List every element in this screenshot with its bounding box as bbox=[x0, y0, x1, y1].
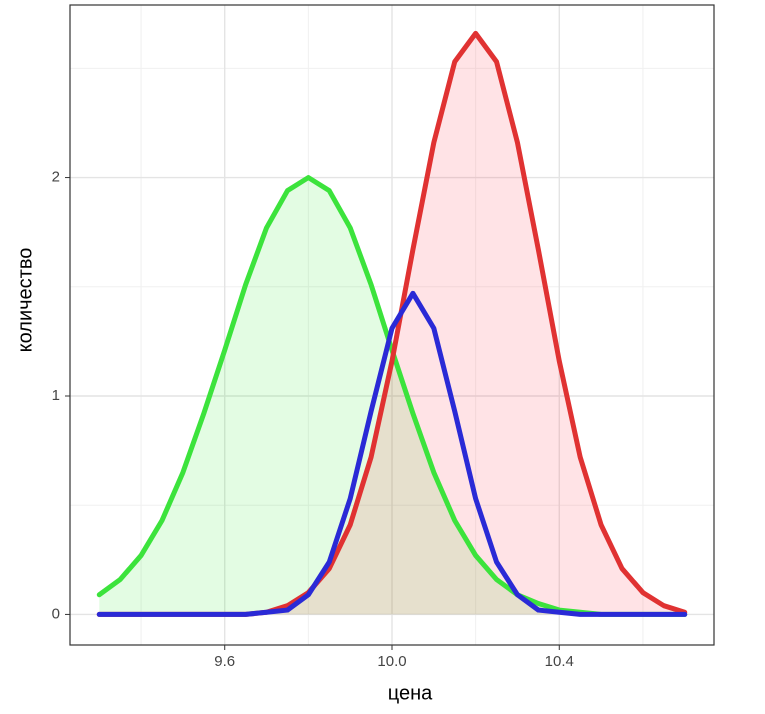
x-tick-label: 9.6 bbox=[214, 653, 235, 670]
area bbox=[99, 33, 685, 615]
y-tick-label: 1 bbox=[52, 387, 60, 404]
line bbox=[96, 290, 688, 617]
y-tick-label: 0 bbox=[52, 605, 60, 622]
x-tick-label: 10.0 bbox=[377, 653, 406, 670]
x-tick-label: 10.4 bbox=[545, 653, 574, 670]
y-tick-label: 2 bbox=[52, 169, 60, 186]
x-axis-label: цена bbox=[388, 682, 433, 704]
y-axis-label: количество bbox=[14, 248, 36, 353]
plot-border bbox=[69, 4, 715, 646]
